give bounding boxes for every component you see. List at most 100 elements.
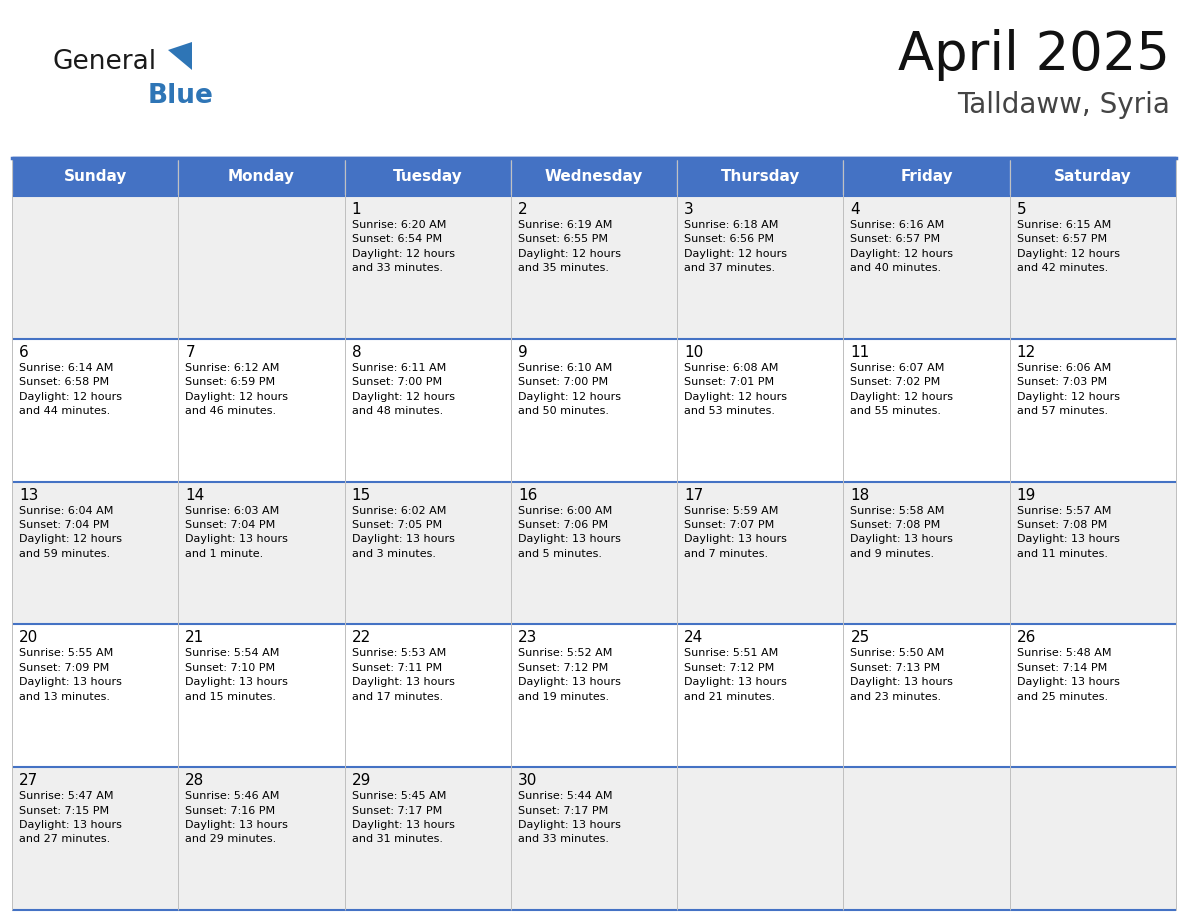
Bar: [178, 482, 345, 624]
Text: Sunrise: 5:50 AM
Sunset: 7:13 PM
Daylight: 13 hours
and 23 minutes.: Sunrise: 5:50 AM Sunset: 7:13 PM Dayligh…: [851, 648, 953, 701]
Text: Tuesday: Tuesday: [393, 170, 462, 185]
Text: 23: 23: [518, 631, 537, 645]
Bar: [345, 767, 511, 910]
Text: Sunrise: 5:52 AM
Sunset: 7:12 PM
Daylight: 13 hours
and 19 minutes.: Sunrise: 5:52 AM Sunset: 7:12 PM Dayligh…: [518, 648, 621, 701]
Text: Sunrise: 5:54 AM
Sunset: 7:10 PM
Daylight: 13 hours
and 15 minutes.: Sunrise: 5:54 AM Sunset: 7:10 PM Dayligh…: [185, 648, 289, 701]
Text: Sunrise: 5:45 AM
Sunset: 7:17 PM
Daylight: 13 hours
and 31 minutes.: Sunrise: 5:45 AM Sunset: 7:17 PM Dayligh…: [352, 791, 455, 845]
Bar: [178, 339, 345, 482]
Text: Sunrise: 6:06 AM
Sunset: 7:03 PM
Daylight: 12 hours
and 57 minutes.: Sunrise: 6:06 AM Sunset: 7:03 PM Dayligh…: [1017, 363, 1120, 416]
Text: Sunday: Sunday: [63, 170, 127, 185]
Text: 16: 16: [518, 487, 537, 502]
Bar: [843, 339, 1010, 482]
Bar: [1010, 482, 1176, 624]
Text: Sunrise: 5:48 AM
Sunset: 7:14 PM
Daylight: 13 hours
and 25 minutes.: Sunrise: 5:48 AM Sunset: 7:14 PM Dayligh…: [1017, 648, 1119, 701]
Text: 21: 21: [185, 631, 204, 645]
Bar: [345, 196, 511, 339]
Text: Sunrise: 5:44 AM
Sunset: 7:17 PM
Daylight: 13 hours
and 33 minutes.: Sunrise: 5:44 AM Sunset: 7:17 PM Dayligh…: [518, 791, 621, 845]
Text: 28: 28: [185, 773, 204, 789]
Text: 30: 30: [518, 773, 537, 789]
Text: Sunrise: 6:16 AM
Sunset: 6:57 PM
Daylight: 12 hours
and 40 minutes.: Sunrise: 6:16 AM Sunset: 6:57 PM Dayligh…: [851, 220, 954, 274]
Text: Sunrise: 6:11 AM
Sunset: 7:00 PM
Daylight: 12 hours
and 48 minutes.: Sunrise: 6:11 AM Sunset: 7:00 PM Dayligh…: [352, 363, 455, 416]
Text: Sunrise: 6:02 AM
Sunset: 7:05 PM
Daylight: 13 hours
and 3 minutes.: Sunrise: 6:02 AM Sunset: 7:05 PM Dayligh…: [352, 506, 455, 559]
Bar: [1010, 767, 1176, 910]
Bar: [511, 196, 677, 339]
Text: Sunrise: 5:51 AM
Sunset: 7:12 PM
Daylight: 13 hours
and 21 minutes.: Sunrise: 5:51 AM Sunset: 7:12 PM Dayligh…: [684, 648, 786, 701]
Bar: [843, 158, 1010, 196]
Bar: [1010, 158, 1176, 196]
Bar: [677, 624, 843, 767]
Text: Sunrise: 6:12 AM
Sunset: 6:59 PM
Daylight: 12 hours
and 46 minutes.: Sunrise: 6:12 AM Sunset: 6:59 PM Dayligh…: [185, 363, 289, 416]
Text: 19: 19: [1017, 487, 1036, 502]
Bar: [178, 624, 345, 767]
Text: Sunrise: 6:07 AM
Sunset: 7:02 PM
Daylight: 12 hours
and 55 minutes.: Sunrise: 6:07 AM Sunset: 7:02 PM Dayligh…: [851, 363, 954, 416]
Text: 24: 24: [684, 631, 703, 645]
Bar: [178, 196, 345, 339]
Text: 17: 17: [684, 487, 703, 502]
Bar: [677, 158, 843, 196]
Text: Sunrise: 5:58 AM
Sunset: 7:08 PM
Daylight: 13 hours
and 9 minutes.: Sunrise: 5:58 AM Sunset: 7:08 PM Dayligh…: [851, 506, 953, 559]
Text: Sunrise: 6:00 AM
Sunset: 7:06 PM
Daylight: 13 hours
and 5 minutes.: Sunrise: 6:00 AM Sunset: 7:06 PM Dayligh…: [518, 506, 621, 559]
Text: Sunrise: 6:04 AM
Sunset: 7:04 PM
Daylight: 12 hours
and 59 minutes.: Sunrise: 6:04 AM Sunset: 7:04 PM Dayligh…: [19, 506, 122, 559]
Text: Sunrise: 5:53 AM
Sunset: 7:11 PM
Daylight: 13 hours
and 17 minutes.: Sunrise: 5:53 AM Sunset: 7:11 PM Dayligh…: [352, 648, 455, 701]
Text: 14: 14: [185, 487, 204, 502]
Bar: [12, 158, 178, 196]
Text: Sunrise: 6:14 AM
Sunset: 6:58 PM
Daylight: 12 hours
and 44 minutes.: Sunrise: 6:14 AM Sunset: 6:58 PM Dayligh…: [19, 363, 122, 416]
Bar: [677, 196, 843, 339]
Text: 10: 10: [684, 345, 703, 360]
Bar: [511, 482, 677, 624]
Text: 8: 8: [352, 345, 361, 360]
Text: Sunrise: 6:20 AM
Sunset: 6:54 PM
Daylight: 12 hours
and 33 minutes.: Sunrise: 6:20 AM Sunset: 6:54 PM Dayligh…: [352, 220, 455, 274]
Polygon shape: [168, 42, 192, 70]
Bar: [843, 196, 1010, 339]
Text: Sunrise: 6:15 AM
Sunset: 6:57 PM
Daylight: 12 hours
and 42 minutes.: Sunrise: 6:15 AM Sunset: 6:57 PM Dayligh…: [1017, 220, 1120, 274]
Text: Sunrise: 5:59 AM
Sunset: 7:07 PM
Daylight: 13 hours
and 7 minutes.: Sunrise: 5:59 AM Sunset: 7:07 PM Dayligh…: [684, 506, 786, 559]
Bar: [843, 482, 1010, 624]
Bar: [677, 767, 843, 910]
Text: Sunrise: 5:46 AM
Sunset: 7:16 PM
Daylight: 13 hours
and 29 minutes.: Sunrise: 5:46 AM Sunset: 7:16 PM Dayligh…: [185, 791, 289, 845]
Bar: [1010, 339, 1176, 482]
Bar: [677, 482, 843, 624]
Bar: [12, 196, 178, 339]
Text: Thursday: Thursday: [721, 170, 800, 185]
Text: Sunrise: 6:10 AM
Sunset: 7:00 PM
Daylight: 12 hours
and 50 minutes.: Sunrise: 6:10 AM Sunset: 7:00 PM Dayligh…: [518, 363, 621, 416]
Text: 6: 6: [19, 345, 29, 360]
Text: 26: 26: [1017, 631, 1036, 645]
Text: 22: 22: [352, 631, 371, 645]
Bar: [345, 339, 511, 482]
Text: Sunrise: 6:03 AM
Sunset: 7:04 PM
Daylight: 13 hours
and 1 minute.: Sunrise: 6:03 AM Sunset: 7:04 PM Dayligh…: [185, 506, 289, 559]
Text: 27: 27: [19, 773, 38, 789]
Text: Talldaww, Syria: Talldaww, Syria: [958, 91, 1170, 119]
Text: 18: 18: [851, 487, 870, 502]
Bar: [178, 767, 345, 910]
Text: Friday: Friday: [901, 170, 953, 185]
Bar: [511, 339, 677, 482]
Text: Saturday: Saturday: [1054, 170, 1132, 185]
Bar: [345, 482, 511, 624]
Text: 15: 15: [352, 487, 371, 502]
Text: Blue: Blue: [148, 83, 214, 109]
Bar: [511, 767, 677, 910]
Text: 4: 4: [851, 202, 860, 217]
Text: 9: 9: [518, 345, 527, 360]
Text: Monday: Monday: [228, 170, 295, 185]
Bar: [1010, 196, 1176, 339]
Bar: [12, 767, 178, 910]
Text: 3: 3: [684, 202, 694, 217]
Text: Sunrise: 6:08 AM
Sunset: 7:01 PM
Daylight: 12 hours
and 53 minutes.: Sunrise: 6:08 AM Sunset: 7:01 PM Dayligh…: [684, 363, 788, 416]
Text: 12: 12: [1017, 345, 1036, 360]
Bar: [511, 624, 677, 767]
Bar: [12, 624, 178, 767]
Text: 2: 2: [518, 202, 527, 217]
Bar: [178, 158, 345, 196]
Text: 29: 29: [352, 773, 371, 789]
Text: April 2025: April 2025: [898, 29, 1170, 81]
Bar: [843, 624, 1010, 767]
Text: 5: 5: [1017, 202, 1026, 217]
Text: 20: 20: [19, 631, 38, 645]
Text: Sunrise: 5:47 AM
Sunset: 7:15 PM
Daylight: 13 hours
and 27 minutes.: Sunrise: 5:47 AM Sunset: 7:15 PM Dayligh…: [19, 791, 122, 845]
Text: 13: 13: [19, 487, 38, 502]
Bar: [12, 482, 178, 624]
Text: Sunrise: 6:19 AM
Sunset: 6:55 PM
Daylight: 12 hours
and 35 minutes.: Sunrise: 6:19 AM Sunset: 6:55 PM Dayligh…: [518, 220, 621, 274]
Text: Sunrise: 6:18 AM
Sunset: 6:56 PM
Daylight: 12 hours
and 37 minutes.: Sunrise: 6:18 AM Sunset: 6:56 PM Dayligh…: [684, 220, 788, 274]
Text: 7: 7: [185, 345, 195, 360]
